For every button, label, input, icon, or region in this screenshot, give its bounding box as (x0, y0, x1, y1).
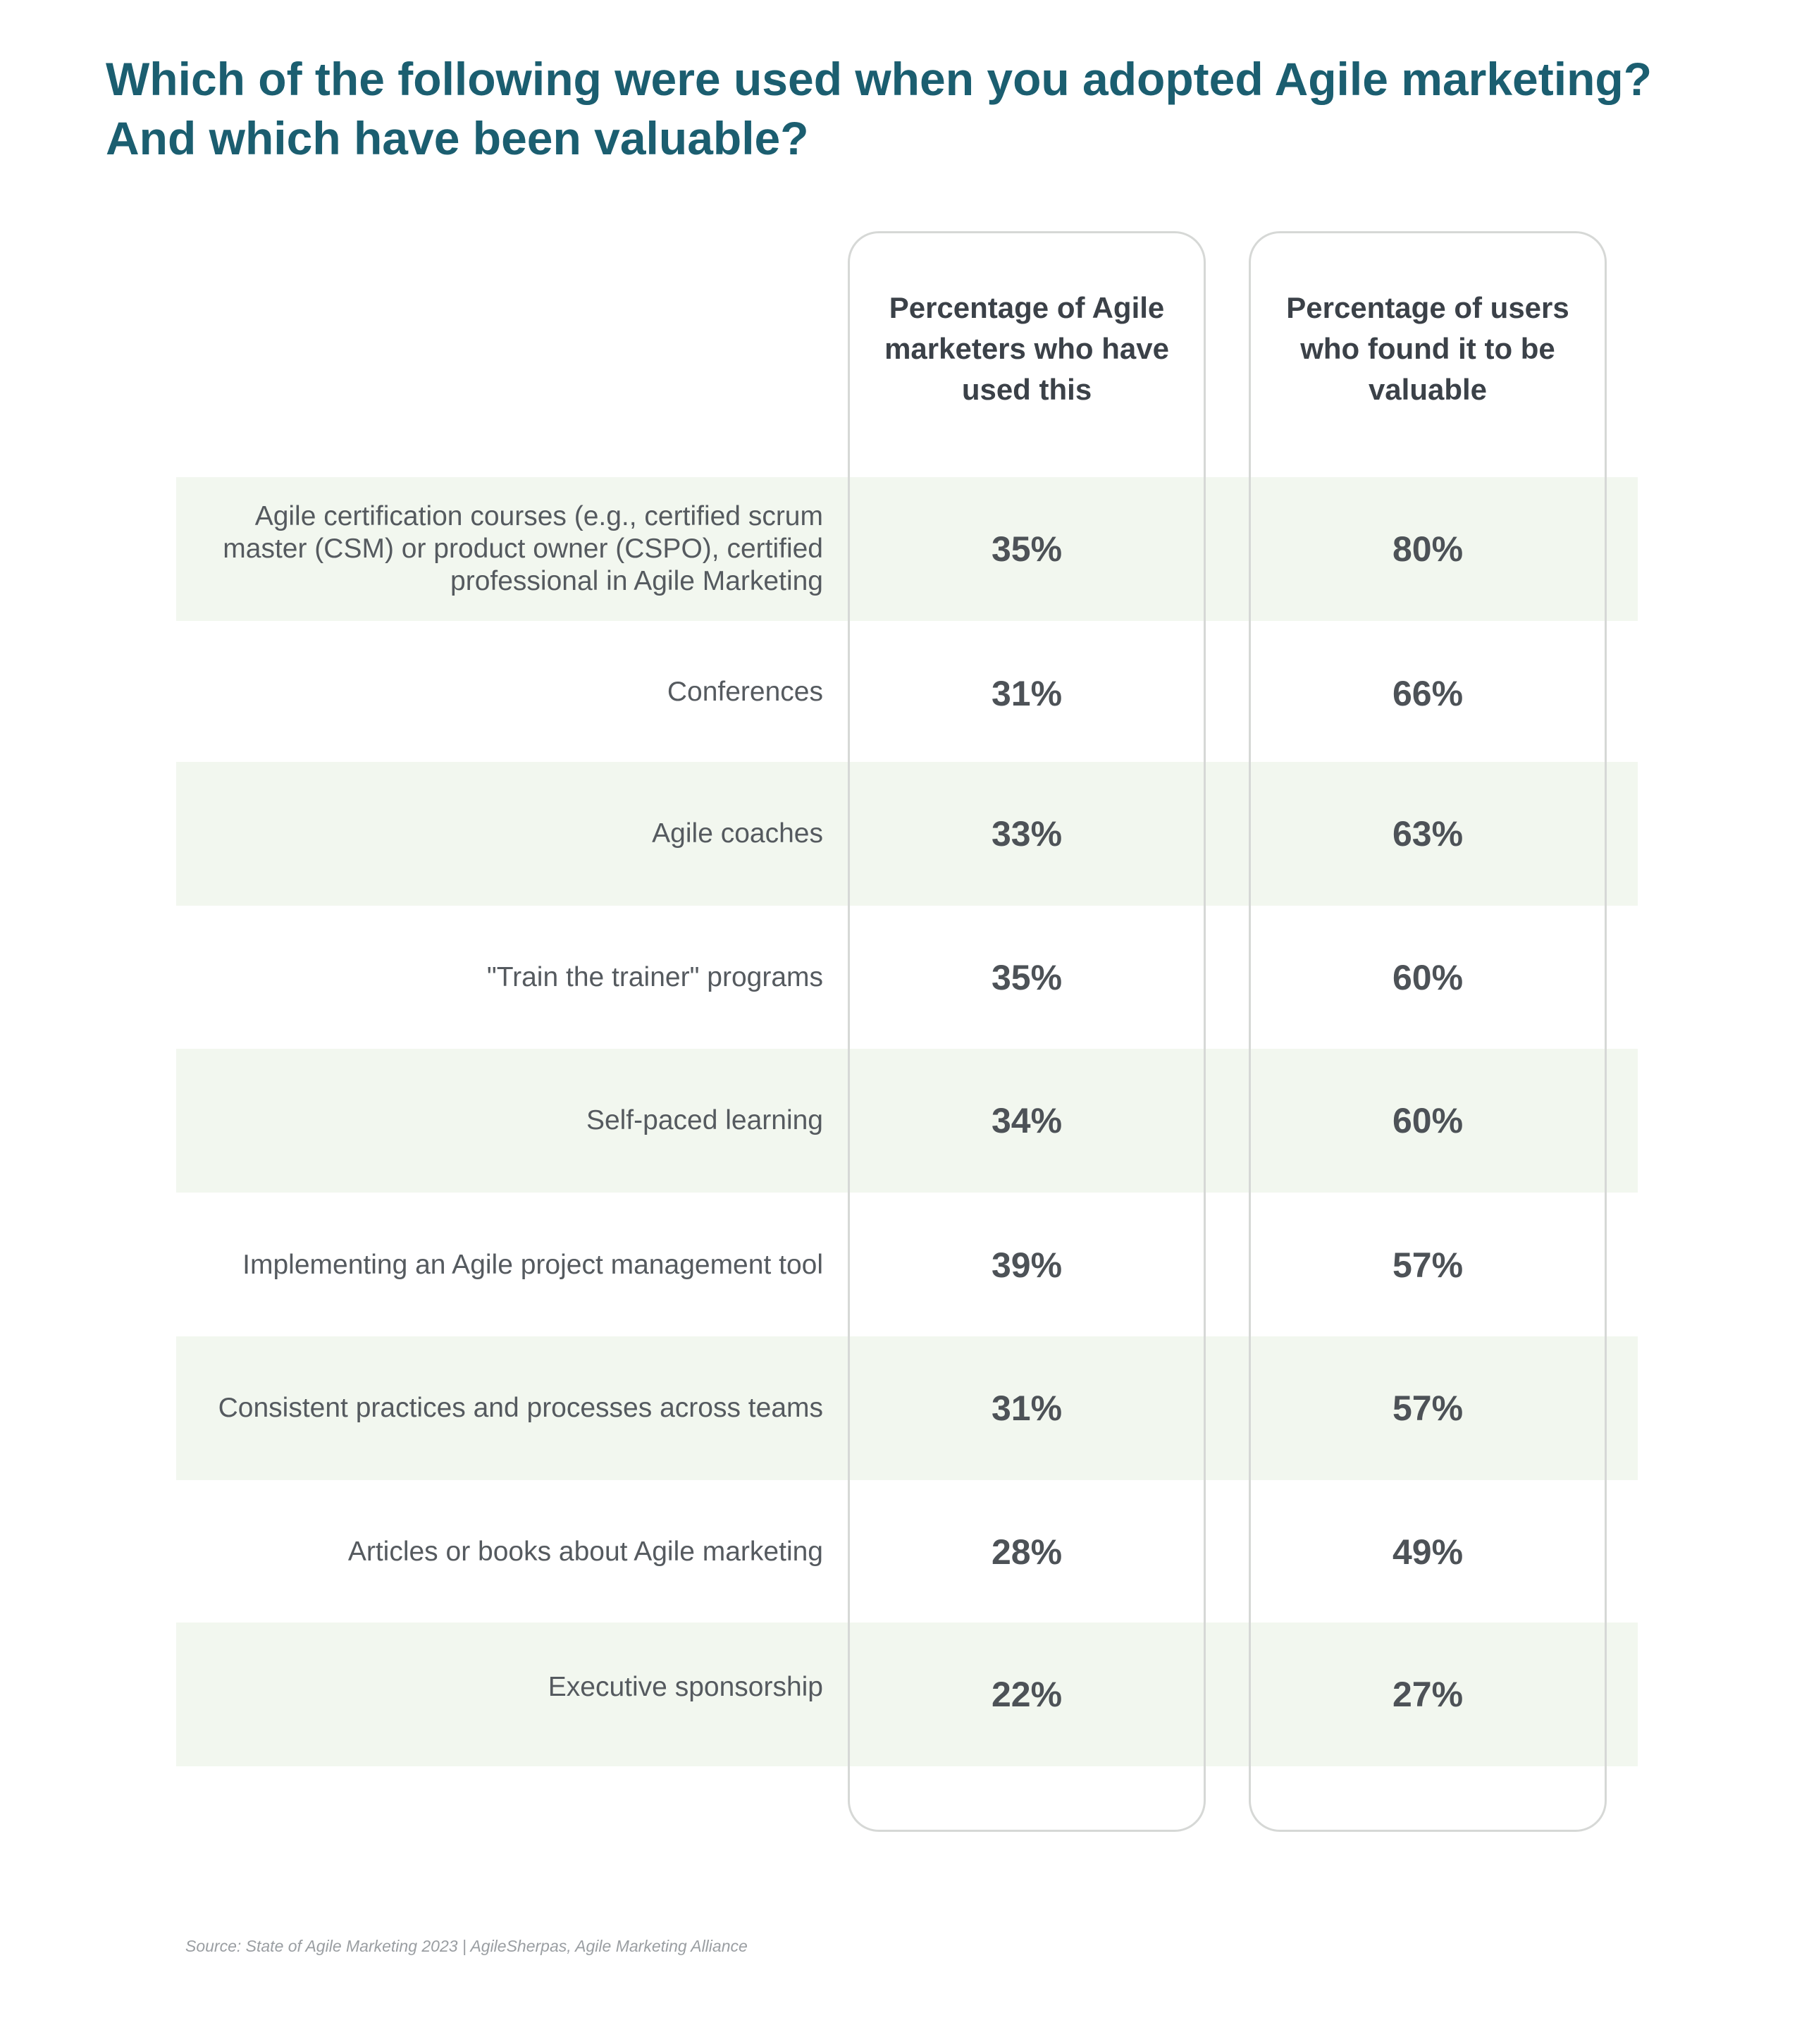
row-label: Agile coaches (176, 762, 823, 906)
row-label: Articles or books about Agile marketing (176, 1480, 823, 1624)
row-label: "Train the trainer" programs (176, 906, 823, 1049)
value-used: 35% (991, 958, 1063, 997)
value-valuable: 80% (1392, 529, 1464, 569)
value-used: 33% (991, 814, 1063, 854)
source-note: Source: State of Agile Marketing 2023 | … (185, 1937, 748, 1955)
value-used: 34% (991, 1101, 1063, 1140)
value-used: 31% (991, 674, 1063, 713)
value-valuable: 57% (1392, 1245, 1464, 1285)
value-valuable: 60% (1392, 958, 1464, 997)
row-label-text: Agile certification courses (e.g., certi… (223, 501, 823, 596)
row-label-text: Implementing an Agile project management… (242, 1250, 823, 1280)
row-label-text: Consistent practices and processes acros… (218, 1393, 823, 1423)
row-label: Executive sponsorship (176, 1623, 823, 1766)
value-valuable: 27% (1392, 1675, 1464, 1714)
column-frame-valuable (1249, 231, 1607, 1832)
value-used: 35% (991, 529, 1063, 569)
row-label: Agile certification courses (e.g., certi… (176, 477, 823, 621)
table-row: Articles or books about Agile marketing 2… (176, 1480, 1638, 1624)
table-row: Agile certification courses (e.g., certi… (176, 477, 1638, 621)
value-valuable: 63% (1392, 814, 1464, 854)
value-valuable: 60% (1392, 1101, 1464, 1140)
value-used: 39% (991, 1245, 1063, 1285)
value-valuable: 57% (1392, 1389, 1464, 1428)
row-label-text: "Train the trainer" programs (486, 962, 823, 992)
value-used: 22% (991, 1675, 1063, 1714)
chart-title: Which of the following were used when yo… (106, 53, 1653, 164)
value-used: 31% (991, 1389, 1063, 1428)
row-label: Implementing an Agile project management… (176, 1193, 823, 1337)
table-row: Self-paced learning 34% 60% (176, 1049, 1638, 1193)
table-row: "Train the trainer" programs 35% 60% (176, 906, 1638, 1049)
column-header-valuable: Percentage of users who found it to be v… (1249, 288, 1607, 429)
row-label-text: Articles or books about Agile marketing (347, 1537, 823, 1567)
value-valuable: 49% (1392, 1532, 1464, 1572)
value-valuable: 66% (1392, 674, 1464, 713)
row-label: Consistent practices and processes acros… (176, 1336, 823, 1480)
column-header-used: Percentage of Agile marketers who have u… (848, 288, 1206, 429)
table-row: Executive sponsorship 22% 27% (176, 1623, 1638, 1766)
row-label: Self-paced learning (176, 1049, 823, 1193)
column-frame-used (848, 231, 1206, 1832)
row-label-text: Self-paced learning (586, 1105, 823, 1135)
table-row: Agile coaches 33% 63% (176, 762, 1638, 906)
row-label-text: Executive sponsorship (548, 1672, 823, 1702)
table-row: Conferences 31% 66% (176, 622, 1638, 765)
table-row: Implementing an Agile project management… (176, 1193, 1638, 1337)
row-label-text: Conferences (667, 677, 823, 707)
table-row: Consistent practices and processes acros… (176, 1336, 1638, 1480)
row-label: Conferences (176, 622, 823, 765)
row-label-text: Agile coaches (652, 818, 823, 849)
value-used: 28% (991, 1532, 1063, 1572)
column-header-valuable-text: Percentage of users who found it to be v… (1286, 291, 1569, 406)
column-header-used-text: Percentage of Agile marketers who have u… (884, 291, 1169, 406)
